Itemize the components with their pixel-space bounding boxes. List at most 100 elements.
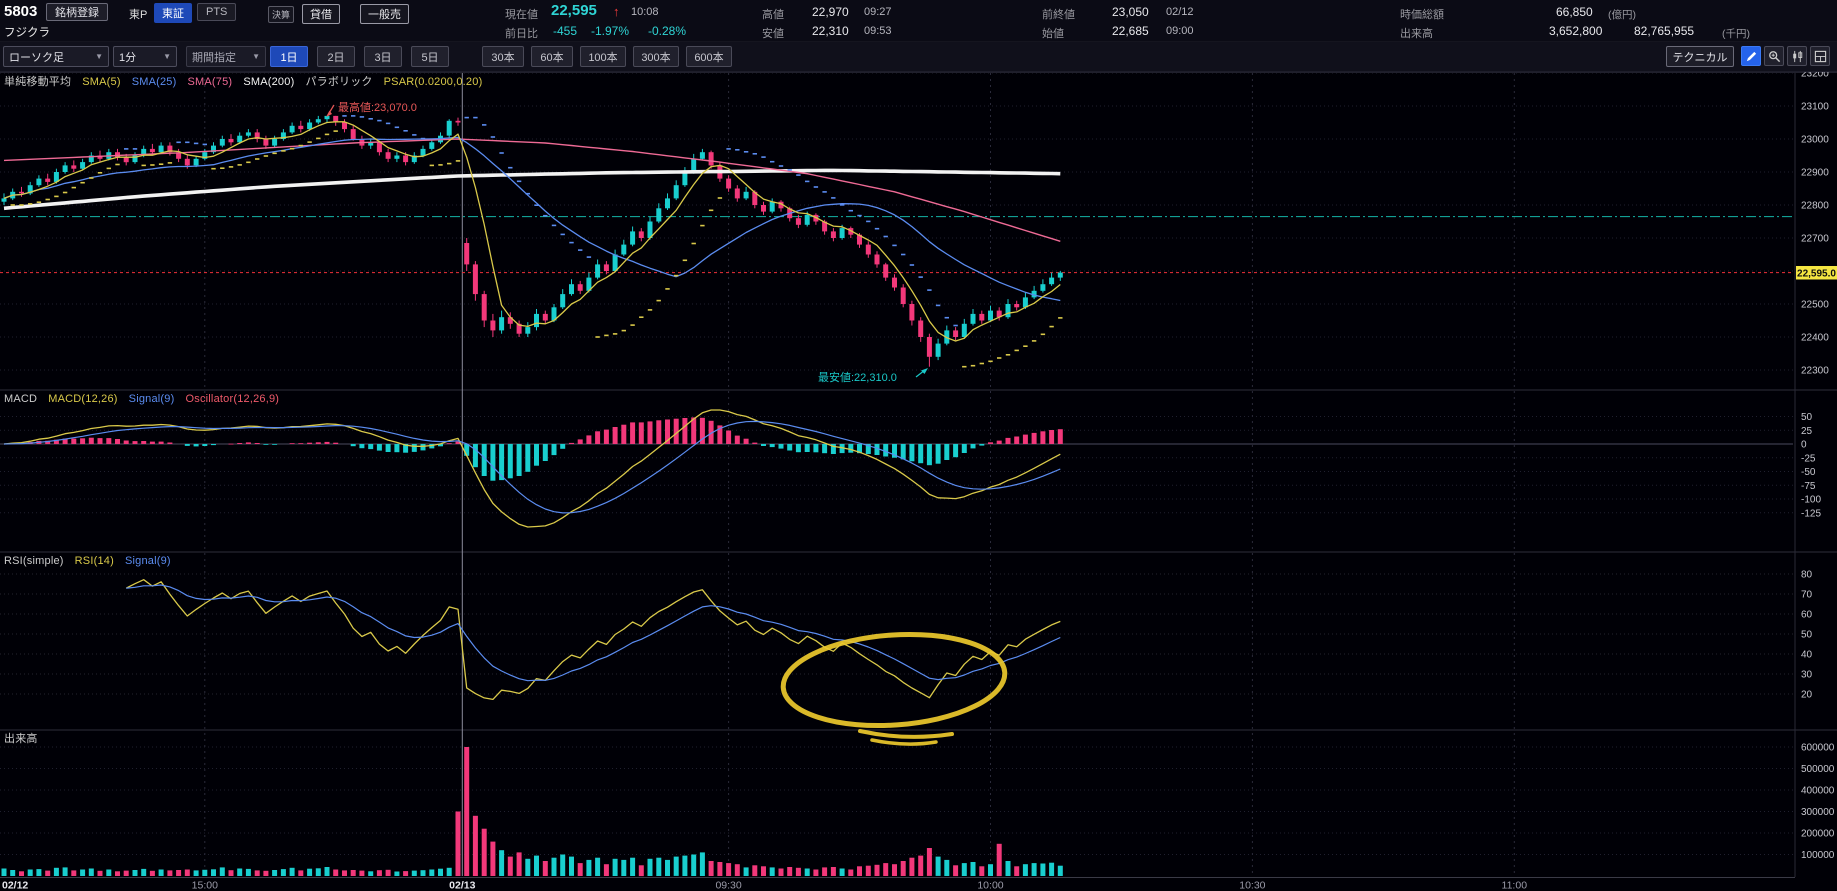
- current-price-value: 22,595: [551, 2, 597, 19]
- svg-text:10:30: 10:30: [1239, 880, 1265, 891]
- turnover-unit: (千円): [1722, 28, 1750, 40]
- svg-text:600000: 600000: [1801, 743, 1835, 754]
- period-select[interactable]: 期間指定 ▼: [186, 46, 266, 67]
- chart-toolbar: ローソク足 ▼ 1分 ▼ 期間指定 ▼ 1日 2日 3日 5日 30本 60本 100…: [0, 42, 1837, 72]
- svg-text:60: 60: [1801, 610, 1813, 621]
- svg-text:22300: 22300: [1801, 366, 1829, 377]
- legend-item: SMA(200): [243, 76, 295, 88]
- legend-item: SMA(75): [187, 76, 233, 88]
- svg-text:22400: 22400: [1801, 333, 1829, 344]
- svg-text:80: 80: [1801, 570, 1813, 581]
- day-tab-3d[interactable]: 3日: [364, 46, 402, 67]
- svg-text:50: 50: [1801, 412, 1813, 423]
- chevron-down-icon: ▼: [95, 52, 103, 61]
- bar-count-tab-600[interactable]: 600本: [686, 46, 732, 67]
- high-time: 09:27: [864, 6, 892, 18]
- svg-text:0: 0: [1801, 440, 1807, 451]
- chart-type-select[interactable]: ローソク足 ▼: [3, 46, 109, 67]
- low-time: 09:53: [864, 25, 892, 37]
- svg-text:23000: 23000: [1801, 135, 1829, 146]
- svg-text:最安値:22,310.0: 最安値:22,310.0: [818, 370, 897, 384]
- candlestick-view-icon[interactable]: [1787, 46, 1807, 66]
- svg-text:22700: 22700: [1801, 234, 1829, 245]
- legend-item: 単純移動平均: [4, 76, 72, 88]
- svg-text:09:30: 09:30: [715, 880, 741, 891]
- uptick-arrow-icon: ↑: [613, 4, 620, 19]
- open-value: 22,685: [1112, 24, 1149, 38]
- legend-item: PSAR(0.0200,0.20): [383, 76, 483, 88]
- svg-text:23200: 23200: [1801, 69, 1829, 80]
- day-tab-5d[interactable]: 5日: [411, 46, 449, 67]
- prev-close-label: 前終値: [1042, 9, 1075, 21]
- svg-text:-100: -100: [1801, 495, 1821, 506]
- svg-text:400000: 400000: [1801, 786, 1835, 797]
- stock-code: 5803: [4, 3, 38, 20]
- svg-text:100000: 100000: [1801, 850, 1835, 861]
- register-stock-button[interactable]: 銘柄登録: [46, 3, 108, 21]
- legend-item: SMA(25): [131, 76, 177, 88]
- svg-text:200000: 200000: [1801, 829, 1835, 840]
- macd-panel-legend: MACD MACD(12,26) Signal(9) Oscillator(12,26…: [4, 392, 279, 406]
- prev-close-value: 23,050: [1112, 5, 1149, 19]
- chart-type-value: ローソク足: [9, 51, 64, 64]
- day-tab-2d[interactable]: 2日: [317, 46, 355, 67]
- quote-header: 5803 銘柄登録 東P 東証 PTS フジクラ 決算 貸借 一般売 現在値 2…: [0, 0, 1837, 42]
- current-price-time: 10:08: [631, 6, 659, 18]
- volume-value: 3,652,800: [1549, 24, 1603, 38]
- svg-text:300000: 300000: [1801, 807, 1835, 818]
- legend-item: MACD: [4, 393, 38, 405]
- layout-grid-icon[interactable]: [1810, 46, 1830, 66]
- bar-count-tab-300[interactable]: 300本: [633, 46, 679, 67]
- bar-count-tab-60[interactable]: 60本: [531, 46, 573, 67]
- interval-select[interactable]: 1分 ▼: [113, 46, 177, 67]
- low-label: 安値: [762, 28, 784, 40]
- high-label: 高値: [762, 9, 784, 21]
- svg-text:-25: -25: [1801, 453, 1816, 464]
- legend-item: Signal(9): [124, 555, 171, 567]
- legend-item: MACD(12,26): [48, 393, 118, 405]
- market-cap-unit: (億円): [1608, 9, 1636, 21]
- high-value: 22,970: [812, 5, 849, 19]
- chevron-down-icon: ▼: [252, 52, 260, 61]
- tab-tosho[interactable]: 東証: [154, 3, 192, 23]
- legend-item: Signal(9): [128, 393, 175, 405]
- earnings-badge: 決算: [268, 6, 295, 23]
- svg-text:30: 30: [1801, 670, 1813, 681]
- bar-count-tab-30[interactable]: 30本: [482, 46, 524, 67]
- legend-item: SMA(5): [82, 76, 121, 88]
- legend-item: 出来高: [4, 733, 38, 745]
- rsi-panel-legend: RSI(simple) RSI(14) Signal(9): [4, 554, 171, 568]
- legend-item: パラボリック: [305, 76, 373, 88]
- svg-text:最高値:23,070.0: 最高値:23,070.0: [338, 100, 417, 114]
- bar-count-tab-100[interactable]: 100本: [580, 46, 626, 67]
- open-time: 09:00: [1166, 25, 1194, 37]
- svg-text:11:00: 11:00: [1502, 880, 1528, 891]
- market-cap-value: 66,850: [1556, 5, 1593, 19]
- draw-pencil-icon[interactable]: [1741, 46, 1761, 66]
- technical-button[interactable]: テクニカル: [1666, 46, 1734, 67]
- open-label: 始値: [1042, 28, 1064, 40]
- current-price-label: 現在値: [505, 9, 538, 21]
- legend-item: Oscillator(12,26,9): [185, 393, 280, 405]
- stock-name: フジクラ: [4, 27, 50, 39]
- volume-panel-legend: 出来高: [4, 732, 38, 746]
- svg-text:25: 25: [1801, 426, 1813, 437]
- svg-text:50: 50: [1801, 630, 1813, 641]
- svg-text:20: 20: [1801, 690, 1813, 701]
- day-tab-1d[interactable]: 1日: [270, 46, 308, 67]
- svg-text:22900: 22900: [1801, 168, 1829, 179]
- svg-text:23100: 23100: [1801, 102, 1829, 113]
- svg-text:500000: 500000: [1801, 764, 1835, 775]
- zoom-icon[interactable]: [1764, 46, 1784, 66]
- svg-text:70: 70: [1801, 590, 1813, 601]
- turnover-value: 82,765,955: [1634, 24, 1695, 38]
- tab-pts[interactable]: PTS: [197, 3, 237, 21]
- change-value: -455: [553, 24, 578, 38]
- svg-text:15:00: 15:00: [192, 880, 218, 891]
- market-cap-label: 時価総額: [1400, 9, 1444, 21]
- svg-text:10:00: 10:00: [977, 880, 1003, 891]
- margin-badge: 貸借: [302, 4, 340, 24]
- svg-text:-50: -50: [1801, 467, 1816, 478]
- volume-label: 出来高: [1400, 28, 1433, 40]
